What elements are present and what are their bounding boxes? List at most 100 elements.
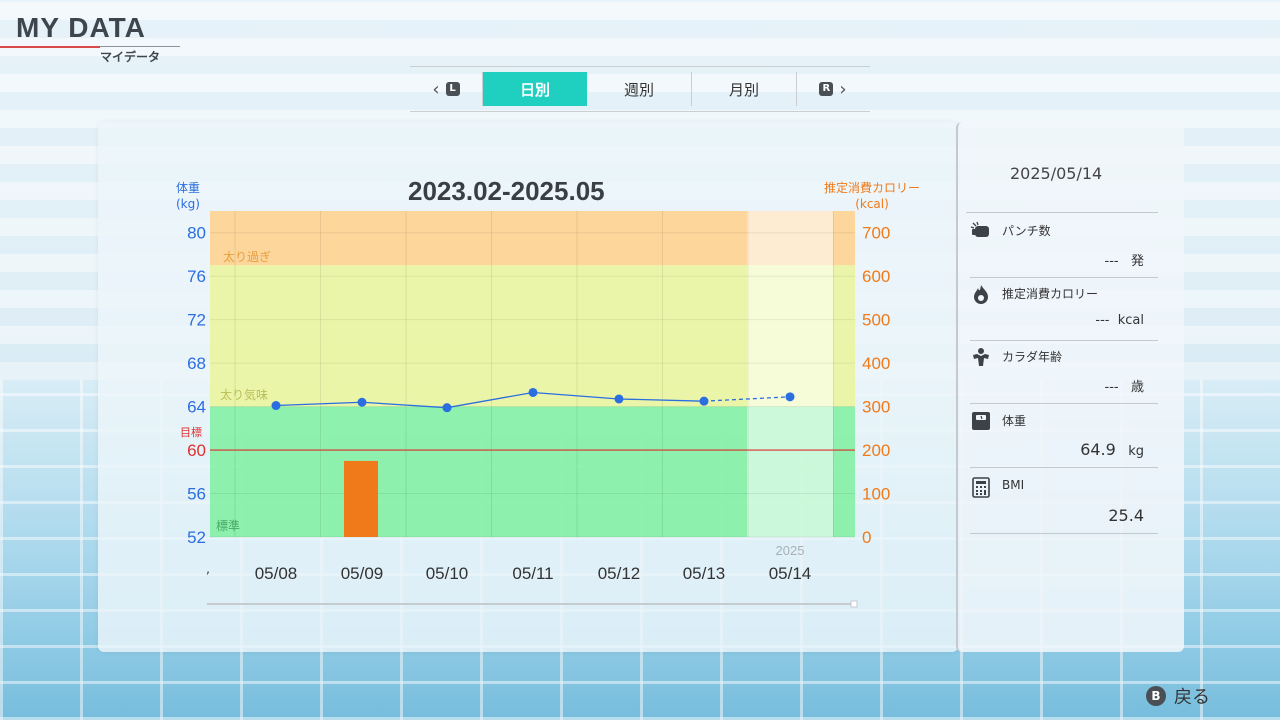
x-tick-label: 05/12 bbox=[598, 564, 641, 583]
right-tick-label: 600 bbox=[862, 267, 890, 286]
x-tick-label: 05/13 bbox=[683, 564, 726, 583]
weight-point bbox=[357, 397, 367, 407]
chevron-left-icon: ‹ bbox=[432, 78, 440, 100]
right-tick-label: 400 bbox=[862, 354, 890, 373]
weight-number: 64.9 bbox=[1080, 440, 1116, 459]
weight-label: 体重 bbox=[1002, 414, 1027, 428]
left-tick-label: 80 bbox=[187, 224, 206, 243]
zone-label-normal: 標準 bbox=[216, 518, 240, 533]
bmi-value: 25.4 bbox=[1108, 506, 1144, 525]
chevron-right-icon: › bbox=[839, 78, 847, 100]
calorie-number: --- bbox=[1095, 313, 1110, 328]
right-tick-label: 500 bbox=[862, 311, 890, 330]
weight-item: 体重 64.9 kg bbox=[970, 406, 1164, 468]
zone-label-over: 太り過ぎ bbox=[223, 249, 271, 264]
x-tick-label: 05/10 bbox=[426, 564, 469, 583]
chart-scrollbar-thumb[interactable] bbox=[850, 600, 858, 608]
chart-title: 2023.02-2025.05 bbox=[408, 176, 605, 206]
left-tick-label: 52 bbox=[187, 528, 206, 547]
right-axis-label-unit: (kcal) bbox=[855, 197, 889, 211]
x-tick-label: 05/14 bbox=[769, 564, 812, 583]
r-button-icon: R bbox=[819, 82, 834, 96]
muscle-icon bbox=[970, 346, 992, 368]
right-tick-label: 0 bbox=[862, 528, 871, 547]
bmi-number: 25.4 bbox=[1108, 506, 1144, 525]
detail-divider bbox=[966, 212, 1158, 213]
x-axis-overflow-mark: ‚ bbox=[206, 562, 210, 576]
left-axis-label: 体重 (kg) bbox=[176, 180, 200, 212]
calorie-item: 推定消費カロリー --- kcal bbox=[970, 279, 1164, 341]
l-button-icon: L bbox=[445, 82, 460, 96]
item-divider bbox=[970, 467, 1158, 468]
calorie-bar bbox=[344, 460, 378, 537]
title-underline bbox=[0, 46, 100, 48]
year-label: 2025 bbox=[776, 543, 805, 558]
weight-point bbox=[528, 387, 538, 397]
punch-count-number: --- bbox=[1104, 254, 1119, 269]
page-title: MY DATA bbox=[16, 12, 146, 43]
body-age-value: --- 歳 bbox=[1105, 376, 1145, 395]
left-tick-label: 56 bbox=[187, 485, 206, 504]
left-axis-label-unit: (kg) bbox=[176, 197, 200, 211]
item-divider bbox=[970, 403, 1158, 404]
calorie-unit: kcal bbox=[1117, 313, 1144, 328]
body-age-unit: 歳 bbox=[1130, 380, 1144, 395]
right-tick-label: 200 bbox=[862, 441, 890, 460]
left-tick-label: 64 bbox=[187, 398, 206, 417]
weight-point bbox=[699, 396, 709, 406]
scale-icon bbox=[970, 410, 992, 432]
body-age-number: --- bbox=[1104, 380, 1119, 395]
left-tick-label: 68 bbox=[187, 354, 206, 373]
detail-panel bbox=[956, 122, 1184, 652]
calculator-icon bbox=[970, 476, 992, 498]
punch-count-item: パンチ数 --- 発 bbox=[970, 216, 1164, 278]
prev-tab-button[interactable]: ‹ L bbox=[410, 72, 483, 106]
item-divider bbox=[970, 340, 1158, 341]
left-axis-label-name: 体重 bbox=[176, 181, 201, 195]
x-tick-label: 05/09 bbox=[341, 564, 384, 583]
punch-count-label: パンチ数 bbox=[1002, 224, 1051, 238]
page-subtitle: マイデータ bbox=[100, 50, 161, 64]
weight-value: 64.9 kg bbox=[1080, 440, 1144, 459]
bmi-label: BMI bbox=[1002, 478, 1025, 492]
tab-monthly[interactable]: 月別 bbox=[692, 72, 797, 106]
calorie-value: --- kcal bbox=[1095, 313, 1144, 328]
weight-line bbox=[275, 391, 705, 409]
tab-daily[interactable]: 日別 bbox=[483, 72, 587, 106]
zone-label-slight: 太り気味 bbox=[220, 387, 268, 402]
x-tick-label: 05/11 bbox=[512, 564, 553, 583]
punch-count-unit: 発 bbox=[1130, 254, 1144, 269]
body-age-label: カラダ年齢 bbox=[1002, 350, 1063, 364]
right-tick-label: 700 bbox=[862, 224, 890, 243]
page-header: MY DATA マイデータ bbox=[0, 12, 180, 64]
item-divider bbox=[970, 277, 1158, 278]
left-tick-label: 76 bbox=[187, 267, 206, 286]
title-underline-gray bbox=[100, 46, 180, 47]
right-axis-label: 推定消費カロリー (kcal) bbox=[824, 180, 920, 212]
back-label: 戻る bbox=[1174, 687, 1210, 708]
left-tick-label: 60 bbox=[187, 441, 206, 460]
back-button[interactable]: B 戻る bbox=[1146, 683, 1210, 709]
weight-line-projected bbox=[703, 396, 791, 402]
punch-icon bbox=[970, 220, 992, 242]
right-tick-label: 300 bbox=[862, 398, 890, 417]
period-tab-bar: ‹ L 日別 週別 月別 R › bbox=[410, 66, 870, 112]
body-age-item: カラダ年齢 --- 歳 bbox=[970, 342, 1164, 404]
goal-label: 目標 bbox=[180, 425, 202, 439]
calorie-label: 推定消費カロリー bbox=[1002, 287, 1099, 301]
selected-day-highlight bbox=[747, 211, 833, 537]
flame-icon bbox=[970, 283, 992, 305]
punch-count-value: --- 発 bbox=[1105, 250, 1145, 269]
selected-date: 2025/05/14 bbox=[1010, 164, 1103, 183]
weight-point bbox=[614, 394, 624, 404]
weight-unit: kg bbox=[1128, 444, 1144, 459]
weight-point bbox=[271, 401, 281, 411]
weight-point bbox=[442, 403, 452, 413]
item-divider bbox=[970, 533, 1158, 534]
bmi-item: BMI 25.4 bbox=[970, 472, 1164, 534]
b-button-icon: B bbox=[1146, 686, 1166, 706]
x-tick-label: 05/08 bbox=[255, 564, 298, 583]
tab-weekly[interactable]: 週別 bbox=[587, 72, 692, 106]
next-tab-button[interactable]: R › bbox=[797, 72, 869, 106]
weight-point bbox=[785, 392, 795, 402]
